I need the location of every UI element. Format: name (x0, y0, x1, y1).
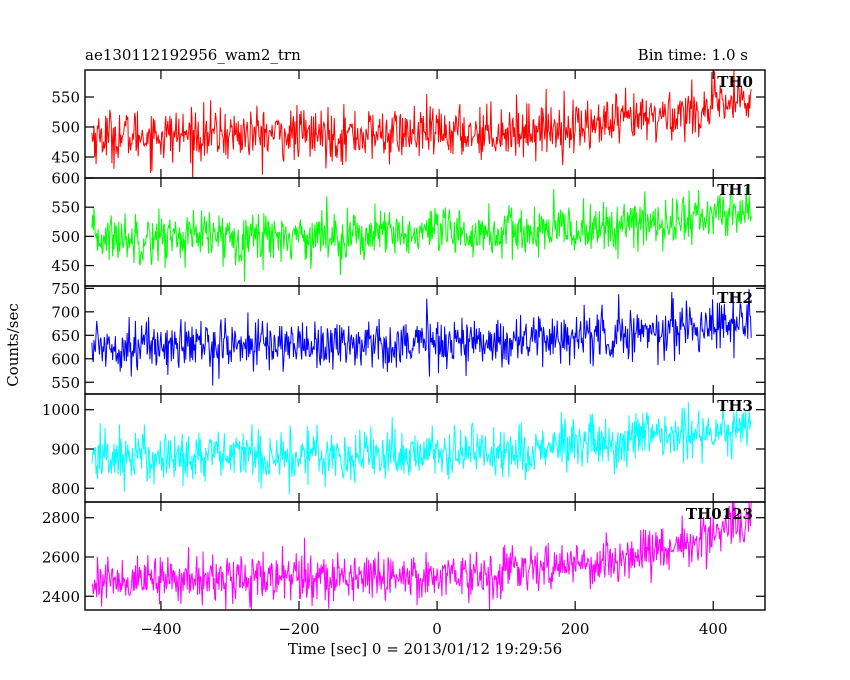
x-tick-label: −400 (140, 620, 181, 638)
y-tick-label: 900 (51, 440, 80, 458)
panel-th1: 450 500 550 600 TH1 (51, 170, 766, 287)
x-axis-label: Time [sec] 0 = 2013/01/12 19:29:56 (288, 640, 562, 658)
panel-th0: 450 500 550 TH0 (51, 69, 766, 179)
panel-frame (84, 69, 766, 179)
y-tick-label: 550 (51, 374, 80, 392)
y-tick-label: 2600 (42, 548, 80, 566)
x-tick-label: −200 (278, 620, 319, 638)
y-tick-label: 450 (51, 149, 80, 167)
y-tick-label: 500 (51, 119, 80, 137)
x-tick-label: 0 (432, 620, 442, 638)
y-tick-label: 2800 (42, 509, 80, 527)
y-tick-label: 550 (51, 89, 80, 107)
panel-th3: 800 900 1000 TH3 (42, 393, 766, 503)
panel-label: TH1 (717, 181, 753, 199)
y-tick-label: 600 (51, 350, 80, 368)
y-tick-label: 750 (51, 280, 80, 298)
series-th0 (91, 70, 752, 178)
x-tick-label: 400 (699, 620, 728, 638)
y-tick-label: 650 (51, 327, 80, 345)
y-tick-label: 500 (51, 228, 80, 246)
panel-label: TH2 (717, 289, 753, 307)
y-axis-label: Counts/sec (4, 303, 22, 387)
y-tick-label: 550 (51, 199, 80, 217)
panels-group: 450 500 550 TH0 450 500 550 600 TH1 550 600 650 700 7… (42, 69, 766, 611)
series-th1 (91, 187, 752, 282)
x-tick-labels: −400 −200 0 200 400 (140, 620, 727, 638)
y-tick-label: 600 (51, 170, 80, 188)
y-tick-label: 450 (51, 257, 80, 275)
panel-label: TH0123 (686, 505, 753, 523)
chart-title: ae130112192956_wam2_trn (85, 46, 301, 64)
series-th2 (91, 288, 752, 386)
series-th3 (91, 402, 752, 495)
panel-frame (84, 501, 766, 611)
panel-label: TH0 (717, 73, 753, 91)
panel-th0123: 2400 2600 2800 TH0123 (42, 501, 766, 611)
series-th0123 (91, 502, 752, 610)
y-tick-label: 700 (51, 303, 80, 321)
bin-time-label: Bin time: 1.0 s (638, 46, 748, 64)
x-tick-label: 200 (561, 620, 590, 638)
panel-th2: 550 600 650 700 750 TH2 (51, 280, 766, 395)
y-tick-label: 1000 (42, 401, 80, 419)
y-tick-label: 800 (51, 480, 80, 498)
panel-label: TH3 (717, 397, 753, 415)
y-tick-label: 2400 (42, 588, 80, 606)
